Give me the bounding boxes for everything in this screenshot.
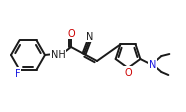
Text: N: N [86,32,93,42]
Text: N: N [149,59,156,69]
Text: NH: NH [51,50,65,59]
Text: O: O [124,67,132,77]
Text: F: F [15,68,20,78]
Text: O: O [67,29,75,39]
